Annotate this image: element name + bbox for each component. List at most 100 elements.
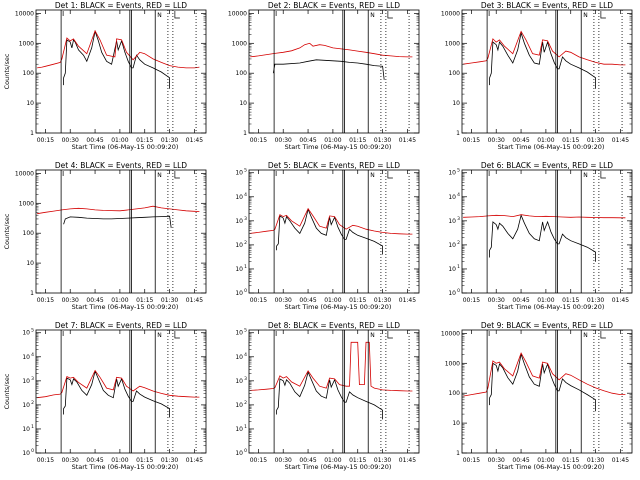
x-axis-label: Start Time (06-May-15 00:09:20) xyxy=(498,463,605,471)
events-series-line xyxy=(276,370,384,420)
bracket-mark xyxy=(387,171,393,179)
y-tick-exponent: 3 xyxy=(31,376,34,382)
events-series-line xyxy=(489,214,596,262)
x-tick-label: 01:30 xyxy=(587,297,604,304)
chart-title: Det 6: BLACK = Events, RED = LLD xyxy=(481,161,613,170)
y-tick-exponent: 2 xyxy=(244,400,247,406)
y-tick-label: 10 xyxy=(448,194,456,201)
x-tick-label: 01:00 xyxy=(324,137,341,144)
y-tick-label: 10 xyxy=(22,354,30,361)
marker-label: N xyxy=(157,172,162,179)
x-tick-label: 00:30 xyxy=(62,137,79,144)
y-tick-label: 10000 xyxy=(15,10,34,17)
y-tick-label: 1000 xyxy=(19,40,34,47)
x-tick-label: 01:45 xyxy=(612,297,629,304)
y-tick-label: 10 xyxy=(452,100,460,107)
y-tick-exponent: 2 xyxy=(244,240,247,246)
bracket-mark xyxy=(174,171,180,179)
events-series-line xyxy=(489,352,596,412)
y-tick-label: 10000 xyxy=(441,10,460,17)
y-tick-label: 1 xyxy=(243,130,247,137)
x-tick-label: 01:00 xyxy=(111,457,128,464)
plot-frame xyxy=(248,169,420,294)
x-axis-label: Start Time (06-May-15 00:09:20) xyxy=(72,143,179,151)
events-series-line xyxy=(276,208,384,255)
y-tick-exponent: 1 xyxy=(244,424,247,430)
x-tick-label: 01:00 xyxy=(537,457,554,464)
x-tick-label: 00:15 xyxy=(37,137,54,144)
y-tick-label: 10000 xyxy=(441,330,460,337)
y-tick-exponent: 5 xyxy=(457,168,460,174)
x-tick-label: 00:30 xyxy=(62,297,79,304)
y-tick-label: 1000 xyxy=(19,200,34,207)
x-tick-label: 01:30 xyxy=(161,457,178,464)
x-tick-label: 01:00 xyxy=(111,137,128,144)
y-tick-label: 10 xyxy=(235,242,243,249)
y-tick-label: 10 xyxy=(448,290,456,297)
x-tick-label: 01:45 xyxy=(186,137,203,144)
y-tick-label: 10 xyxy=(235,194,243,201)
bracket-mark xyxy=(174,331,180,339)
plot-frame xyxy=(461,169,633,294)
y-tick-exponent: 4 xyxy=(457,192,460,198)
marker-label: N xyxy=(583,172,588,179)
y-tick-exponent: 1 xyxy=(457,264,460,270)
chart-title: Det 3: BLACK = Events, RED = LLD xyxy=(481,1,613,10)
x-axis-label: Start Time (06-May-15 00:09:20) xyxy=(285,463,392,471)
chart-panel-det1: N 00:15 00:30 00:45 01:00 01:15 01:30 01:45 1 10 1… xyxy=(3,1,207,151)
x-tick-label: 00:45 xyxy=(86,457,103,464)
x-tick-label: 00:30 xyxy=(488,457,505,464)
y-tick-label: 10 xyxy=(239,100,247,107)
chart-panel-det4: N 00:15 00:30 00:45 01:00 01:15 01:30 01:45 1 10 1… xyxy=(3,161,207,311)
y-tick-exponent: 0 xyxy=(457,288,460,294)
x-tick-label: 00:15 xyxy=(463,297,480,304)
y-tick-label: 1 xyxy=(30,130,34,137)
y-tick-label: 10 xyxy=(235,330,243,337)
x-axis-label: Start Time (06-May-15 00:09:20) xyxy=(72,303,179,311)
x-tick-label: 01:30 xyxy=(374,137,391,144)
x-tick-label: 00:45 xyxy=(299,457,316,464)
events-series-line xyxy=(272,59,385,80)
x-axis-label: Start Time (06-May-15 00:09:20) xyxy=(285,143,392,151)
x-tick-label: 01:00 xyxy=(324,297,341,304)
y-tick-exponent: 1 xyxy=(244,264,247,270)
y-tick-label: 10 xyxy=(235,378,243,385)
x-axis-label: Start Time (06-May-15 00:09:20) xyxy=(498,303,605,311)
x-tick-label: 00:45 xyxy=(299,297,316,304)
y-tick-label: 10 xyxy=(26,100,34,107)
x-tick-label: 01:15 xyxy=(562,457,579,464)
y-tick-exponent: 0 xyxy=(244,288,247,294)
x-tick-label: 01:15 xyxy=(349,137,366,144)
y-tick-label: 10 xyxy=(22,402,30,409)
plot-frame xyxy=(248,329,420,454)
x-tick-label: 00:30 xyxy=(275,457,292,464)
y-tick-label: 10 xyxy=(22,426,30,433)
marker-label: N xyxy=(157,332,162,339)
x-axis-label: Start Time (06-May-15 00:09:20) xyxy=(285,303,392,311)
lld-series-line xyxy=(37,369,200,399)
y-tick-label: 10 xyxy=(235,266,243,273)
x-tick-label: 01:30 xyxy=(161,297,178,304)
y-tick-exponent: 5 xyxy=(31,328,34,334)
chart-title: Det 2: BLACK = Events, RED = LLD xyxy=(268,1,400,10)
y-tick-exponent: 4 xyxy=(244,352,247,358)
y-tick-label: 10 xyxy=(22,450,30,457)
lld-series-line xyxy=(463,352,626,397)
y-tick-label: 10 xyxy=(235,354,243,361)
bracket-mark xyxy=(387,331,393,339)
lld-series-line xyxy=(463,30,626,66)
x-tick-label: 01:45 xyxy=(399,297,416,304)
events-series-line xyxy=(63,29,171,89)
chart-title: Det 8: BLACK = Events, RED = LLD xyxy=(268,321,400,330)
x-axis-label: Start Time (06-May-15 00:09:20) xyxy=(498,143,605,151)
chart-panel-det3: N 00:15 00:30 00:45 01:00 01:15 01:30 01:45 1 10 1… xyxy=(441,1,633,151)
chart-panel-det9: N 00:15 00:30 00:45 01:00 01:15 01:30 01:45 1 10 1… xyxy=(441,321,633,471)
y-tick-label: 10 xyxy=(235,426,243,433)
bracket-mark xyxy=(600,171,606,179)
marker-label: N xyxy=(370,172,375,179)
events-series-line xyxy=(63,370,171,418)
y-axis-label: Counts/sec xyxy=(3,53,11,89)
